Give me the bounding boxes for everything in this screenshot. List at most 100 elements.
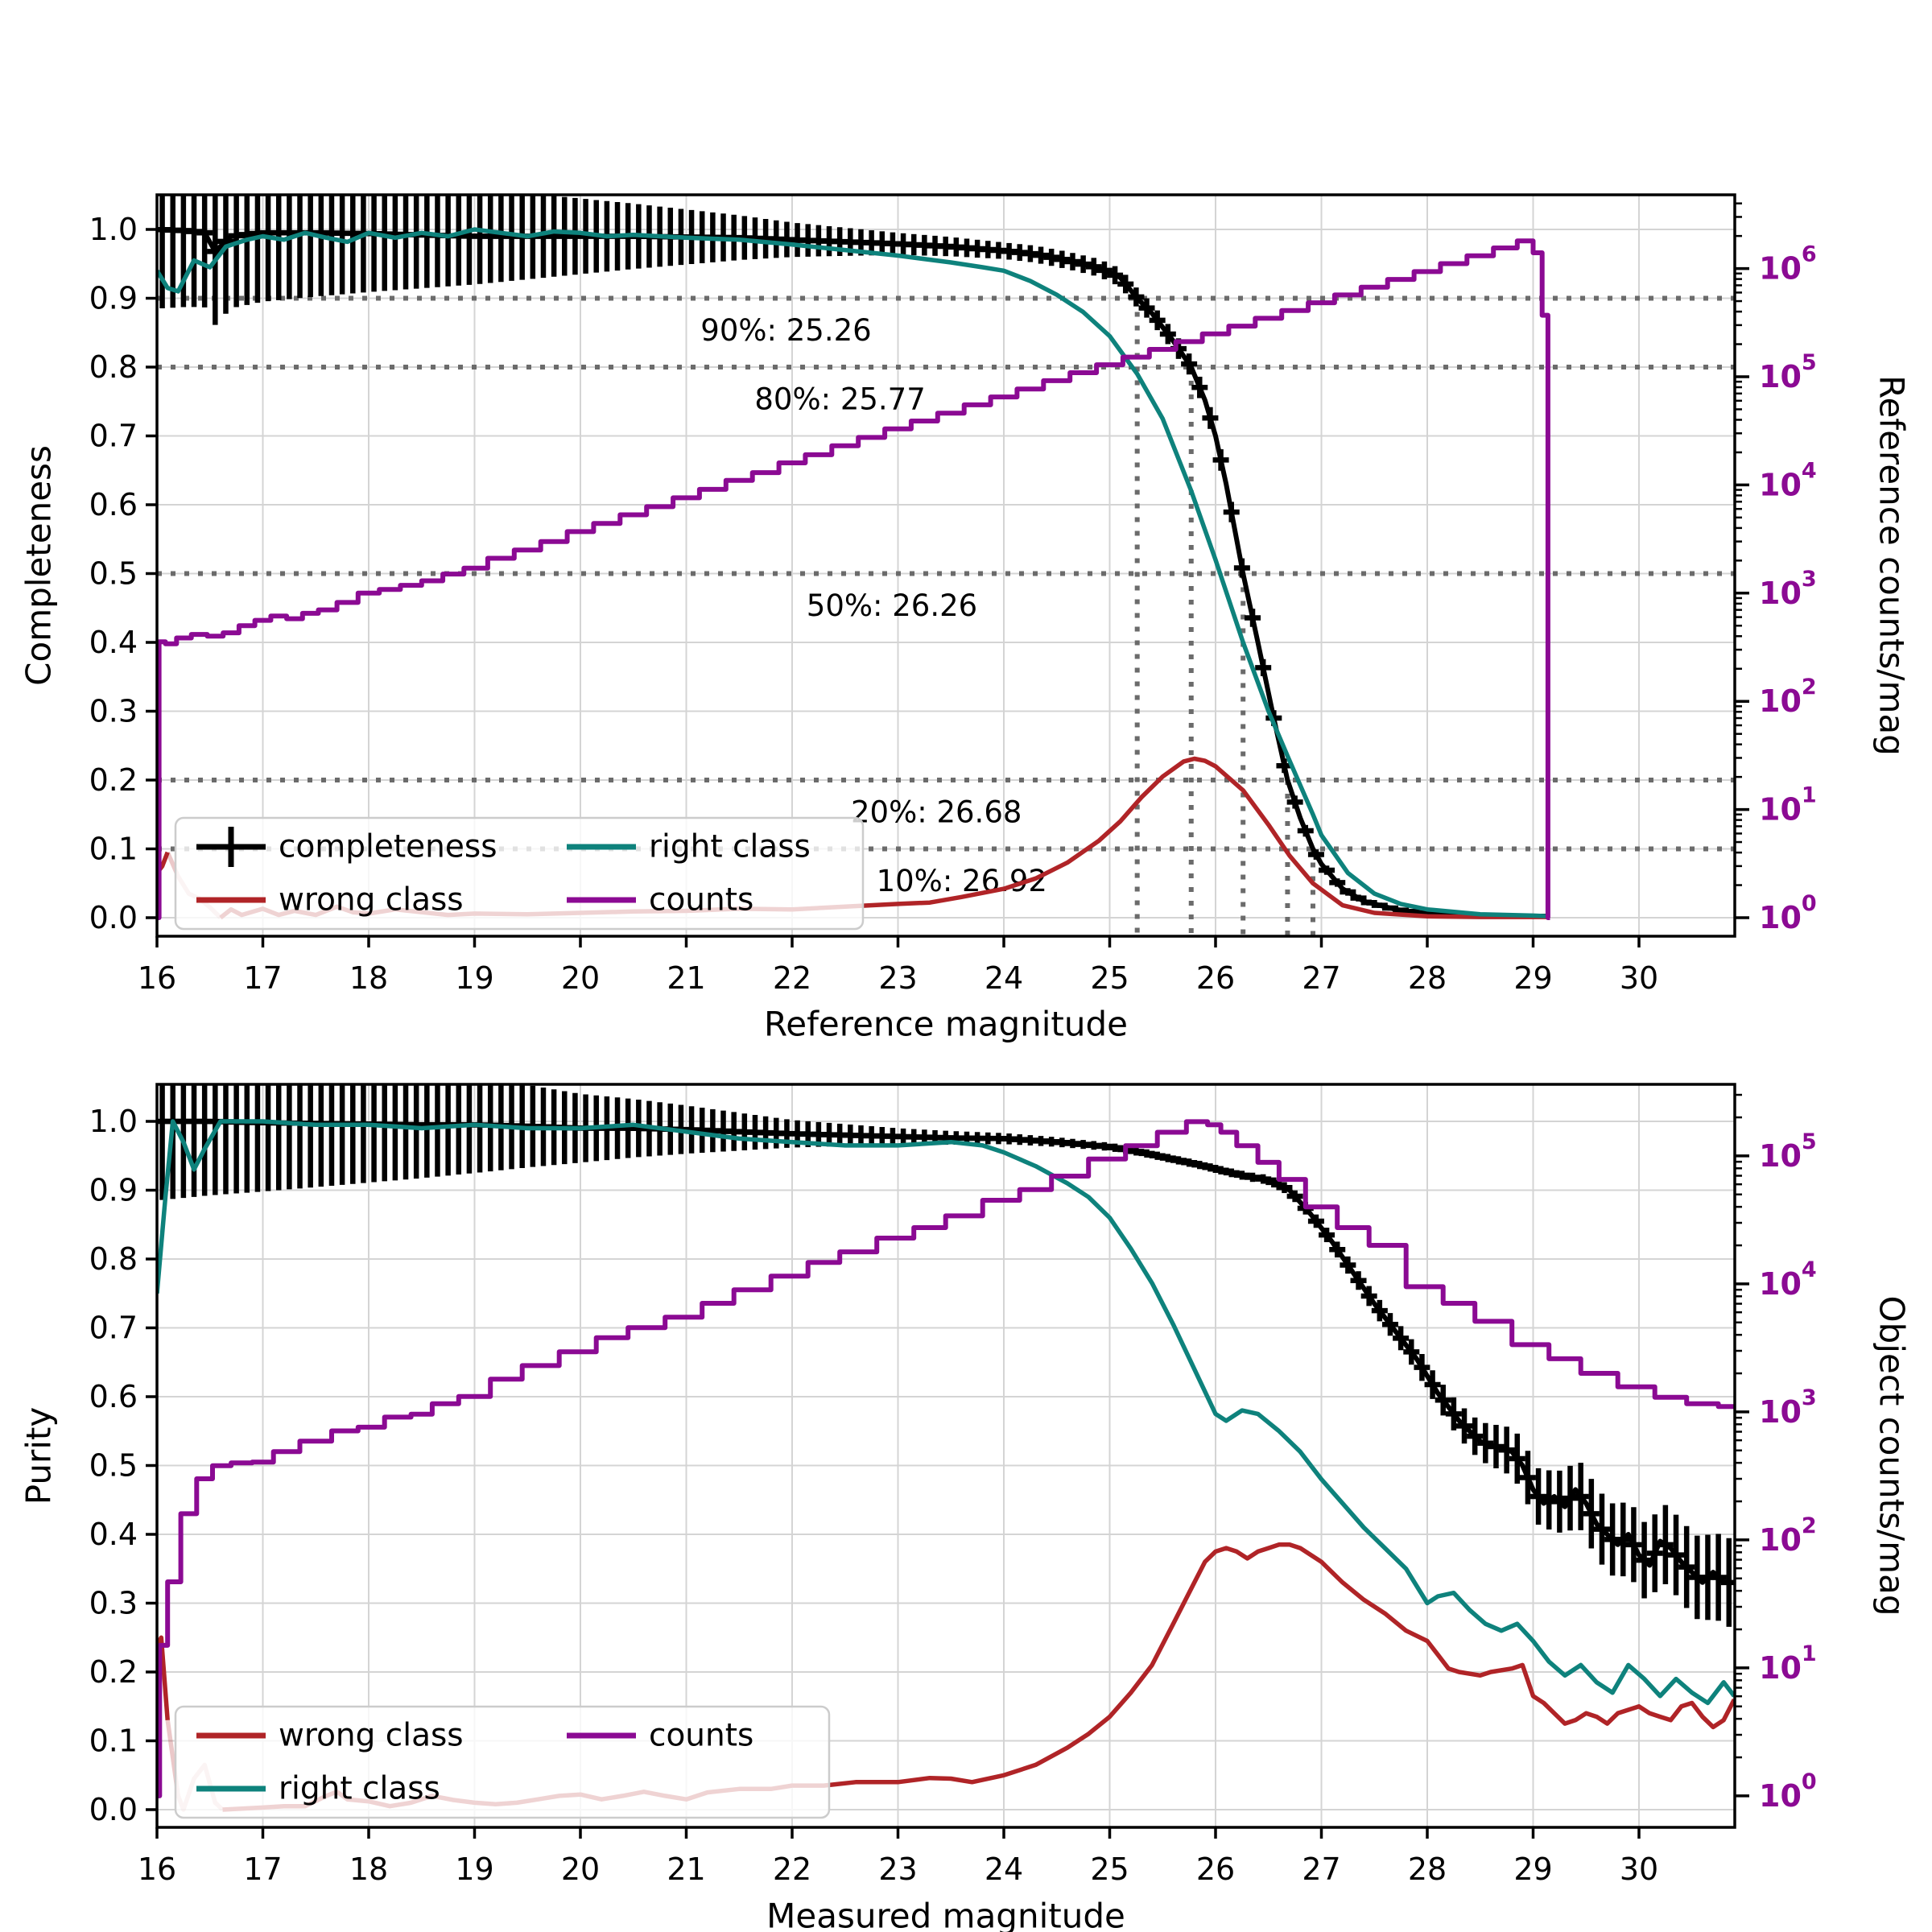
legend-label-wrong_class: wrong class [279,1718,464,1754]
right-axis: 100 101 102 103 104 105 106 [1735,202,1817,936]
series-counts [157,238,1550,920]
svg-text:0.6: 0.6 [89,1379,138,1414]
svg-text:28: 28 [1408,1852,1447,1887]
svg-text:26: 26 [1196,1852,1235,1887]
svg-text:20: 20 [561,960,600,996]
svg-text:105: 105 [1759,350,1817,395]
svg-text:106: 106 [1759,242,1817,287]
svg-text:0.0: 0.0 [89,900,138,935]
left-axis: 0.0 0.1 0.2 0.3 0.4 0.5 0.6 0.7 0.8 0.9 1.0 [89,1104,157,1827]
series-counts [157,1119,1735,1798]
svg-text:0.3: 0.3 [89,1586,138,1621]
legend: completeness wrong class right class counts [174,816,865,931]
svg-text:0.8: 0.8 [89,349,138,385]
svg-text:25: 25 [1090,1852,1129,1887]
svg-text:19: 19 [455,1852,493,1887]
annotation-label-1: 80%: 25.77 [754,382,925,417]
svg-text:100: 100 [1759,891,1817,936]
svg-text:102: 102 [1759,1513,1817,1558]
svg-text:103: 103 [1759,1385,1817,1430]
legend-label-right_class: right class [279,1771,440,1807]
svg-text:26: 26 [1196,960,1235,996]
svg-text:1.0: 1.0 [89,1104,138,1139]
svg-text:0.1: 0.1 [89,1724,138,1759]
svg-text:0.4: 0.4 [89,1517,138,1552]
svg-text:29: 29 [1513,960,1552,996]
svg-text:100: 100 [1759,1769,1817,1814]
svg-text:101: 101 [1759,1641,1817,1686]
svg-text:18: 18 [349,960,388,996]
svg-text:102: 102 [1759,675,1817,720]
annotation-label-0: 90%: 25.26 [700,313,871,348]
svg-text:104: 104 [1759,458,1817,503]
series-right-class [157,227,1550,919]
svg-text:0.8: 0.8 [89,1241,138,1277]
panel-purity: 0.00.10.20.30.40.50.60.70.80.91.016 17 18 1… [19,1083,1912,1932]
svg-text:17: 17 [243,960,282,996]
svg-text:105: 105 [1759,1129,1817,1174]
svg-text:28: 28 [1408,960,1447,996]
svg-text:0.1: 0.1 [89,832,138,867]
axes-spines [155,193,1736,938]
plot-area [157,195,1550,920]
legend-label-right_class: right class [649,829,811,865]
svg-text:16: 16 [138,960,176,996]
svg-text:0.9: 0.9 [89,281,138,316]
svg-text:0.5: 0.5 [89,1448,138,1484]
svg-text:25: 25 [1090,960,1129,996]
svg-text:0.2: 0.2 [89,762,138,798]
svg-text:21: 21 [667,1852,705,1887]
svg-text:0.7: 0.7 [89,1311,138,1346]
svg-text:29: 29 [1513,1852,1552,1887]
x-axis-label: Reference magnitude [764,1005,1128,1044]
svg-text:27: 27 [1302,960,1340,996]
bottom-axis: 16 17 18 19 20 21 22 23 24 25 26 27 28 29 30 [138,1827,1658,1887]
svg-text:0.4: 0.4 [89,625,138,660]
svg-text:16: 16 [138,1852,176,1887]
legend-label-counts: counts [649,882,753,919]
svg-text:30: 30 [1620,960,1658,996]
annotation-label-4: 10%: 26.92 [877,864,1047,898]
svg-text:101: 101 [1759,782,1817,828]
svg-text:0.7: 0.7 [89,419,138,454]
legend-label-completeness: completeness [279,829,497,865]
svg-text:21: 21 [667,960,705,996]
panel-completeness: 90%: 25.26 80%: 25.77 50%: 26.26 20%: 26.68… [19,193,1912,1044]
svg-text:0.3: 0.3 [89,694,138,729]
svg-text:24: 24 [985,1852,1023,1887]
svg-text:23: 23 [878,960,917,996]
svg-text:0.6: 0.6 [89,487,138,522]
plot-area [157,1084,1735,1812]
svg-text:0.0: 0.0 [89,1792,138,1827]
y-axis-label-left: Completeness [19,445,59,686]
annotation-label-2: 50%: 26.26 [807,588,977,623]
svg-text:104: 104 [1759,1257,1817,1302]
y-axis-label-right: Reference counts/mag [1872,375,1912,756]
svg-text:0.2: 0.2 [89,1654,138,1690]
svg-text:1.0: 1.0 [89,212,138,247]
axes-spines [155,1083,1736,1829]
y-axis-label-right: Object counts/mag [1872,1296,1912,1616]
svg-text:19: 19 [455,960,493,996]
svg-text:27: 27 [1302,1852,1340,1887]
legend-label-counts: counts [649,1718,753,1754]
legend: wrong class right class counts [174,1705,831,1819]
svg-text:18: 18 [349,1852,388,1887]
svg-text:20: 20 [561,1852,600,1887]
left-axis: 0.0 0.1 0.2 0.3 0.4 0.5 0.6 0.7 0.8 0.9 1.0 [89,212,157,935]
right-axis: 100 101 102 103 104 105 [1735,1093,1817,1814]
series-right-class [157,1119,1735,1706]
svg-text:23: 23 [878,1852,917,1887]
svg-text:0.5: 0.5 [89,556,138,592]
y-axis-label-left: Purity [19,1407,59,1505]
svg-text:24: 24 [985,960,1023,996]
svg-text:30: 30 [1620,1852,1658,1887]
svg-text:0.9: 0.9 [89,1173,138,1208]
svg-text:22: 22 [773,1852,811,1887]
legend-label-wrong_class: wrong class [279,882,464,919]
svg-text:103: 103 [1759,566,1817,611]
svg-text:22: 22 [773,960,811,996]
